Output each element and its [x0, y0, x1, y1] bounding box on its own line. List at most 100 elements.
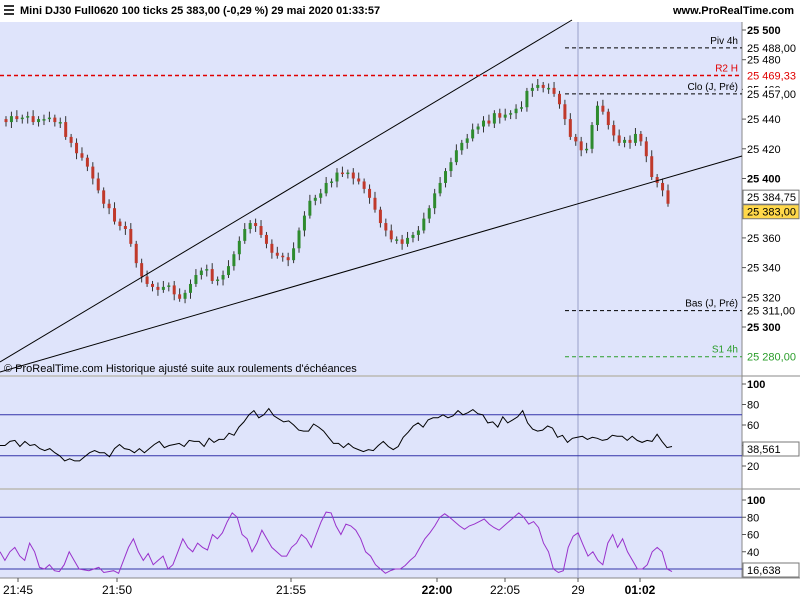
candle-body — [31, 116, 35, 123]
candle-body — [628, 139, 632, 143]
candle-body — [547, 87, 551, 90]
candle-body — [368, 188, 372, 198]
candle-body — [275, 252, 279, 256]
candle-body — [351, 172, 355, 179]
candle-body — [330, 181, 334, 183]
candle-body — [20, 117, 24, 120]
candle-body — [650, 156, 654, 178]
candle-body — [574, 136, 578, 142]
y-tick-label: 25 300 — [747, 322, 781, 334]
candle-body — [145, 276, 149, 284]
candle-body — [75, 142, 79, 154]
candle-body — [509, 113, 513, 115]
candle-body — [80, 153, 84, 158]
candle-body — [232, 254, 236, 267]
candle-body — [541, 84, 545, 88]
level-value-label: 25 488,00 — [747, 43, 796, 55]
candle-body — [210, 269, 214, 281]
candle-body — [297, 230, 301, 249]
osc2-value-label: 16,638 — [747, 565, 781, 577]
candle-body — [465, 138, 469, 143]
level-name: Piv 4h — [710, 36, 738, 47]
site-logo[interactable]: www.ProRealTime.com — [672, 5, 794, 17]
y-tick-label: 25 320 — [747, 292, 781, 304]
x-tick-label: 22:05 — [490, 583, 520, 597]
y-tick-label: 25 420 — [747, 144, 781, 156]
candle-body — [400, 239, 404, 244]
candle-body — [69, 136, 73, 143]
candle-body — [639, 133, 643, 142]
candle-body — [205, 269, 209, 271]
candle-body — [319, 193, 323, 198]
y-tick-label: 60 — [747, 530, 759, 542]
level-value-box — [743, 350, 799, 363]
candle-body — [194, 275, 198, 284]
candle-body — [47, 117, 51, 120]
candle-body — [346, 172, 350, 175]
candle-body — [498, 113, 502, 118]
instrument-title: Mini DJ30 Full0620 100 ticks 25 383,00 (… — [20, 5, 381, 17]
price-panel — [0, 22, 742, 375]
candle-body — [406, 237, 410, 244]
candle-body — [362, 181, 366, 189]
candle-body — [172, 285, 176, 295]
candle-body — [91, 166, 95, 179]
candle-body — [492, 113, 496, 124]
candle-body — [514, 108, 518, 114]
candle-body — [579, 141, 583, 151]
candle-body — [530, 87, 534, 91]
candle-body — [585, 148, 589, 151]
candle-body — [661, 182, 665, 191]
candle-body — [286, 257, 290, 261]
level-value-box — [743, 304, 799, 317]
trendline-lower — [0, 155, 743, 373]
candle-body — [281, 255, 285, 258]
candle-body — [416, 230, 420, 235]
candle-body — [292, 248, 296, 261]
candle-body — [161, 286, 165, 290]
menu-icon[interactable] — [4, 5, 14, 16]
osc2-line — [0, 511, 673, 575]
candle-body — [644, 141, 648, 157]
candle-body — [633, 133, 637, 143]
candle-body — [259, 226, 263, 235]
candle-body — [243, 228, 247, 241]
candle-body — [254, 223, 258, 227]
oscillator2-panel — [0, 490, 742, 578]
candle-body — [140, 263, 144, 277]
candle-body — [536, 84, 540, 88]
candle-body — [58, 122, 62, 124]
y-tick-label: 100 — [747, 495, 765, 507]
x-tick-label: 21:55 — [276, 583, 306, 597]
price-marker-label: 25 383,00 — [747, 207, 796, 219]
candle-body — [151, 283, 155, 287]
candle-body — [96, 178, 100, 191]
candle-body — [156, 286, 160, 290]
candle-body — [216, 279, 220, 281]
x-tick-label: 22:00 — [422, 583, 453, 597]
candle-body — [623, 139, 627, 143]
candle-body — [188, 283, 192, 293]
candle-body — [237, 240, 241, 255]
candle-body — [590, 125, 594, 149]
candle-body — [118, 221, 122, 227]
candle-body — [487, 120, 491, 124]
candle-body — [503, 114, 507, 118]
candle-body — [557, 93, 561, 105]
level-name: Clo (J, Pré) — [687, 82, 738, 93]
candle-body — [248, 223, 252, 229]
watermark: © ProRealTime.com Historique ajusté suit… — [4, 363, 357, 375]
candle-body — [183, 292, 187, 299]
y-tick-label: 20 — [747, 461, 759, 473]
candle-body — [9, 116, 13, 123]
candle-body — [26, 116, 30, 118]
y-tick-label: 80 — [747, 512, 759, 524]
price-marker-box — [742, 204, 800, 220]
candle-body — [199, 270, 203, 276]
candle-body — [471, 129, 475, 139]
header-bar: Mini DJ30 Full0620 100 ticks 25 383,00 (… — [0, 0, 800, 22]
candle-body — [123, 226, 127, 229]
osc1-value-label: 38,561 — [747, 444, 781, 456]
candle-body — [313, 197, 317, 201]
